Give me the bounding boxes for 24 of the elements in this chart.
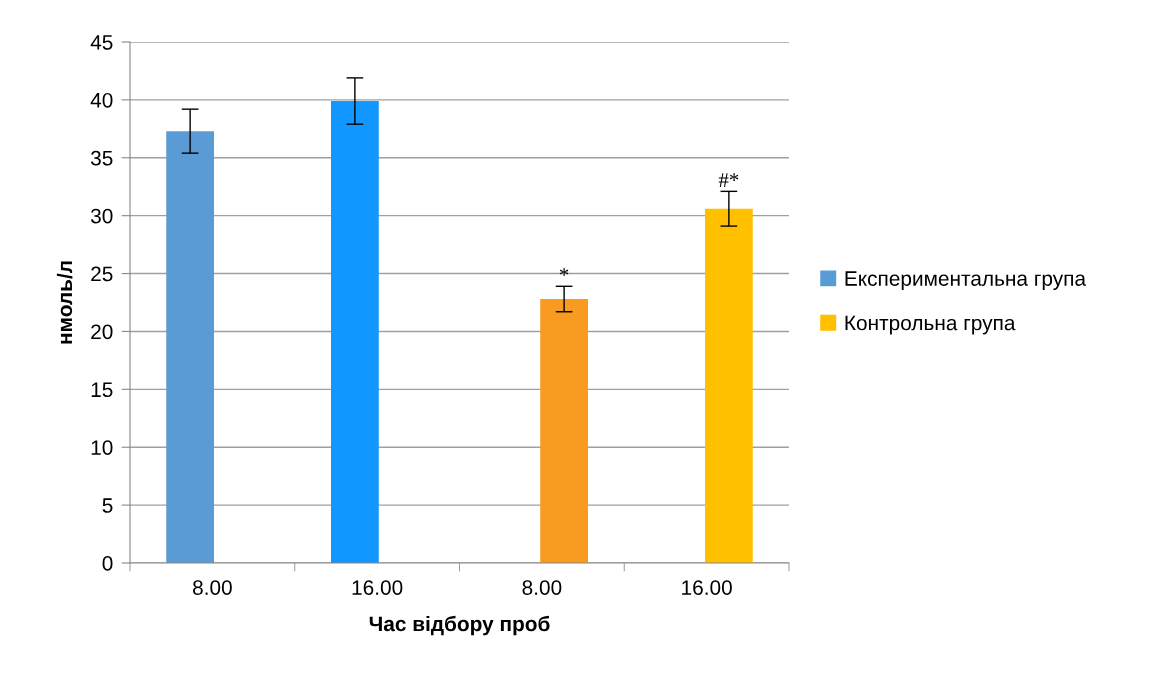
legend-label: Експериментальна група	[845, 271, 1087, 290]
legend-label: Контрольна група	[845, 315, 1016, 335]
y-tick-label: 25	[91, 266, 113, 282]
y-tick-label: 20	[91, 324, 113, 340]
x-tick-label: 8.00	[522, 580, 562, 595]
y-tick-label: 35	[90, 150, 113, 166]
data-label: #*	[718, 173, 739, 187]
y-tick-label: 5	[102, 498, 113, 513]
data-label: *	[559, 268, 569, 276]
x-axis-title: Час відбору проб	[369, 615, 550, 636]
bar	[331, 101, 379, 563]
x-tick-label: 16.00	[352, 580, 403, 595]
y-tick-label: 30	[90, 208, 113, 224]
y-axis-title: нмоль/л	[56, 261, 73, 344]
y-tick-label: 15	[91, 382, 113, 398]
y-tick-label: 10	[91, 440, 113, 455]
bar	[704, 208, 753, 563]
y-tick-label: 0	[102, 556, 113, 571]
bar	[166, 131, 215, 563]
bar	[540, 299, 588, 563]
x-tick-label: 8.00	[193, 580, 232, 595]
x-tick-label: 16.00	[682, 580, 732, 595]
y-tick-label: 45	[90, 35, 113, 50]
y-tick-label: 40	[90, 92, 113, 108]
